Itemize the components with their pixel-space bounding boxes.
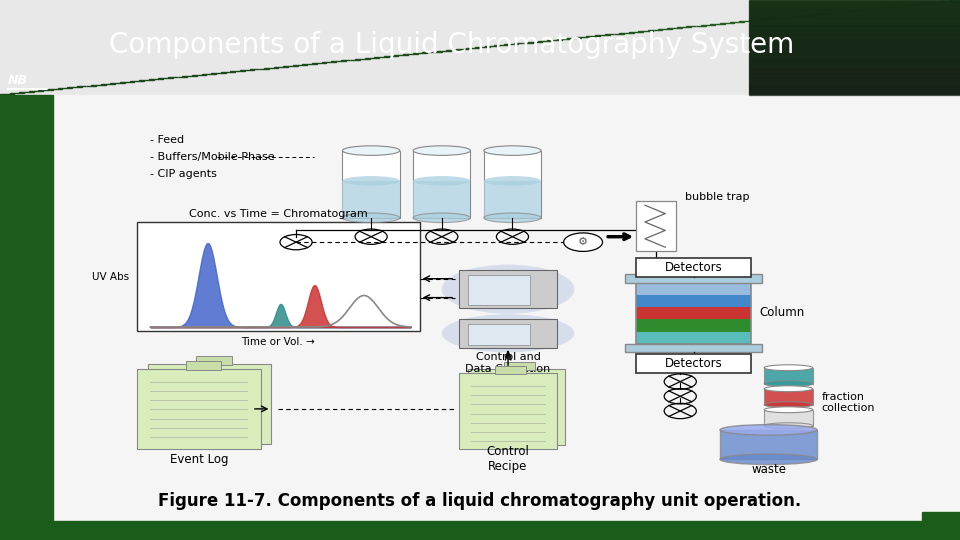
- Text: - CIP agents: - CIP agents: [151, 168, 217, 179]
- Bar: [413, 181, 470, 218]
- Bar: [636, 258, 751, 276]
- Text: Components of a Liquid Chromatography System: Components of a Liquid Chromatography Sy…: [108, 31, 794, 59]
- Ellipse shape: [720, 454, 817, 464]
- Bar: [468, 369, 565, 444]
- Text: Figure 11-7. Components of a liquid chromatography unit operation.: Figure 11-7. Components of a liquid chro…: [158, 492, 802, 510]
- Bar: [460, 271, 557, 308]
- Bar: [137, 369, 261, 449]
- Bar: [343, 181, 399, 218]
- Bar: [148, 364, 272, 444]
- Text: Conc. vs Time = Chromatogram: Conc. vs Time = Chromatogram: [189, 208, 368, 219]
- Ellipse shape: [764, 381, 813, 387]
- Bar: [636, 320, 751, 332]
- Text: NB: NB: [8, 73, 28, 87]
- Bar: [764, 368, 813, 384]
- Text: - Buffers/Mobile Phase: - Buffers/Mobile Phase: [151, 152, 275, 162]
- Text: waste: waste: [751, 463, 786, 476]
- Bar: [922, 512, 960, 540]
- Text: Column: Column: [759, 306, 805, 319]
- Bar: [343, 151, 399, 218]
- Bar: [636, 201, 676, 252]
- Bar: [626, 344, 761, 352]
- Bar: [636, 307, 751, 320]
- Bar: [636, 295, 751, 307]
- Ellipse shape: [764, 423, 813, 429]
- Bar: [137, 222, 420, 331]
- Text: Detectors: Detectors: [664, 261, 722, 274]
- Ellipse shape: [484, 146, 541, 156]
- Bar: [626, 274, 761, 283]
- Circle shape: [564, 233, 603, 252]
- Ellipse shape: [764, 402, 813, 408]
- Text: UV Abs: UV Abs: [92, 272, 130, 281]
- Bar: [636, 354, 751, 373]
- Ellipse shape: [442, 314, 574, 353]
- Text: Detectors: Detectors: [664, 357, 722, 370]
- Ellipse shape: [764, 386, 813, 392]
- Bar: [484, 151, 541, 218]
- Bar: [636, 283, 751, 344]
- Ellipse shape: [720, 424, 817, 435]
- Bar: [494, 367, 526, 374]
- Bar: [0, 94, 53, 521]
- Text: fraction
collection: fraction collection: [822, 392, 876, 414]
- Bar: [468, 323, 530, 345]
- Ellipse shape: [413, 146, 470, 156]
- Ellipse shape: [343, 176, 399, 186]
- Bar: [460, 319, 557, 348]
- Ellipse shape: [442, 265, 574, 314]
- Ellipse shape: [413, 213, 470, 222]
- Bar: [413, 151, 470, 218]
- Ellipse shape: [343, 213, 399, 222]
- Text: Control and
Data Collection: Control and Data Collection: [466, 352, 551, 374]
- Bar: [636, 283, 751, 295]
- Text: ⚙: ⚙: [578, 237, 588, 247]
- Bar: [636, 332, 751, 344]
- Bar: [484, 181, 541, 218]
- Bar: [460, 373, 557, 449]
- Ellipse shape: [413, 176, 470, 186]
- Bar: [504, 362, 535, 370]
- Ellipse shape: [764, 407, 813, 413]
- Text: Control
Recipe: Control Recipe: [487, 446, 530, 473]
- Bar: [720, 430, 817, 460]
- Bar: [196, 356, 231, 365]
- Bar: [764, 389, 813, 404]
- Bar: [185, 361, 221, 370]
- Text: Event Log: Event Log: [170, 453, 228, 466]
- Ellipse shape: [764, 365, 813, 370]
- Text: bubble trap: bubble trap: [684, 192, 749, 202]
- Text: Time or Vol. →: Time or Vol. →: [242, 337, 315, 347]
- Bar: [468, 275, 530, 305]
- Bar: [0, 521, 960, 540]
- Ellipse shape: [484, 213, 541, 222]
- Bar: [0, 94, 960, 521]
- Text: - Feed: - Feed: [151, 135, 184, 145]
- Ellipse shape: [484, 176, 541, 186]
- Bar: [764, 410, 813, 426]
- Ellipse shape: [343, 146, 399, 156]
